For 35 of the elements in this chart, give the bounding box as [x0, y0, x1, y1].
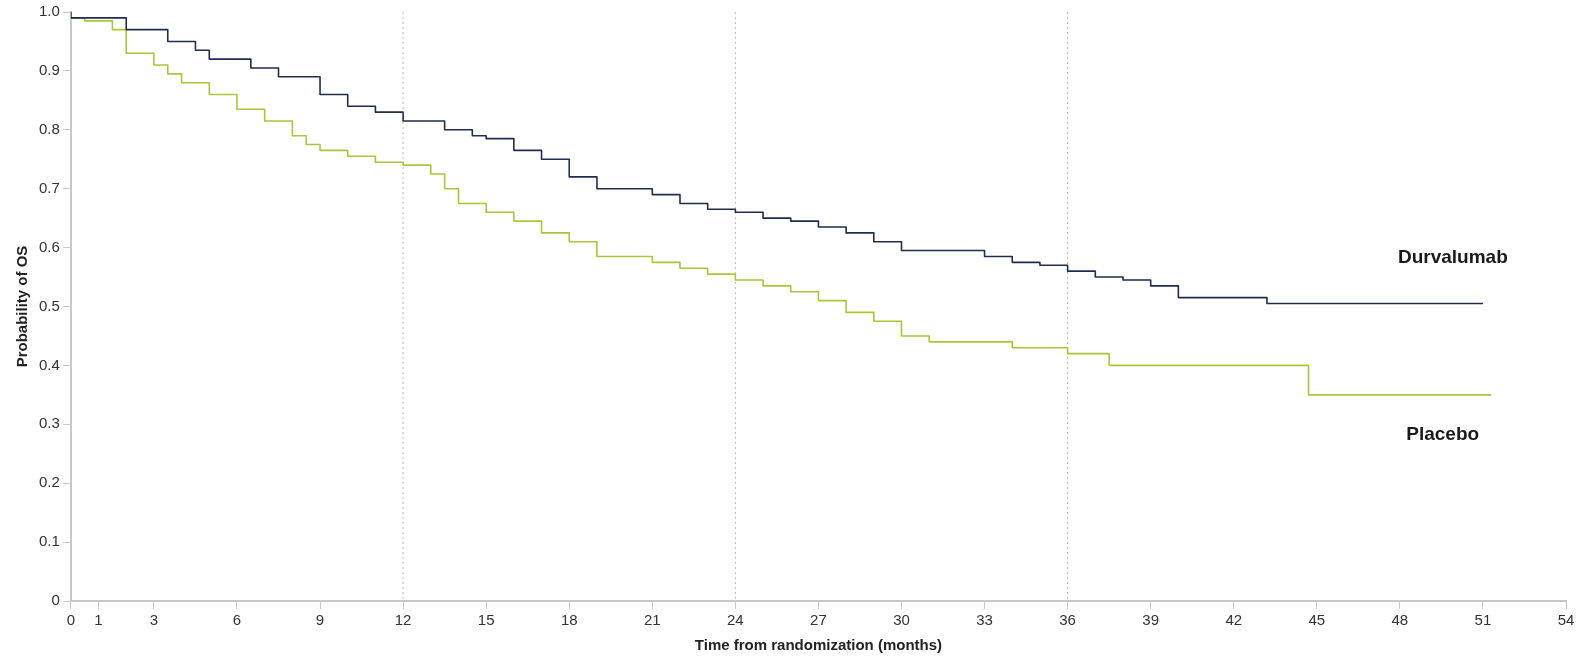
x-tick-label: 48 — [1391, 611, 1409, 629]
x-tick-label: 27 — [810, 611, 827, 629]
x-tick-label: 51 — [1474, 611, 1492, 629]
x-tick-label: 1 — [94, 611, 103, 629]
x-tick-label: 45 — [1308, 611, 1326, 629]
x-tick-label: 15 — [477, 611, 495, 629]
x-tick-label: 0 — [66, 611, 76, 629]
x-tick-label: 39 — [1142, 611, 1160, 629]
x-tick-label: 24 — [727, 611, 744, 629]
y-tick-label: 0.7 — [38, 178, 60, 196]
y-tick-label: 0 — [51, 591, 60, 609]
y-tick-label: 0.1 — [38, 532, 60, 550]
series-label: Durvalumab — [1397, 246, 1508, 268]
x-tick-label: 36 — [1059, 611, 1076, 629]
x-tick-label: 54 — [1557, 611, 1575, 629]
x-tick-label: 9 — [315, 611, 325, 629]
x-tick-label: 30 — [893, 611, 910, 629]
y-tick-label: 0.8 — [38, 119, 60, 137]
x-tick-label: 21 — [643, 611, 661, 629]
y-axis-title: Probability of OS — [13, 245, 31, 368]
y-tick-label: 0.5 — [38, 296, 60, 314]
y-tick-label: 0.2 — [38, 473, 60, 491]
y-tick-label: 1.0 — [38, 2, 60, 20]
series-label: Placebo — [1406, 422, 1480, 444]
x-tick-label: 6 — [232, 611, 242, 629]
y-tick-label: 0.6 — [38, 237, 60, 255]
y-tick-label: 0.4 — [38, 355, 60, 373]
y-tick-label: 0.9 — [38, 61, 60, 79]
x-tick-label: 33 — [976, 611, 993, 629]
x-tick-label: 18 — [560, 611, 578, 629]
x-axis-title: Time from randomization (months) — [694, 636, 943, 654]
x-tick-label: 3 — [149, 611, 159, 629]
x-tick-label: 12 — [394, 611, 412, 629]
x-tick-label: 42 — [1225, 611, 1243, 629]
y-tick-label: 0.3 — [38, 414, 60, 432]
